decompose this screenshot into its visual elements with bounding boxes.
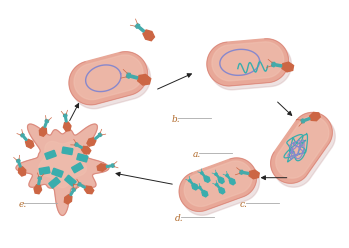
Polygon shape — [310, 113, 320, 121]
Polygon shape — [188, 179, 191, 182]
Polygon shape — [274, 117, 335, 187]
Polygon shape — [218, 177, 224, 184]
Polygon shape — [64, 114, 67, 117]
Text: b.: b. — [172, 115, 181, 124]
Polygon shape — [106, 165, 112, 167]
Polygon shape — [135, 24, 140, 29]
Polygon shape — [210, 43, 291, 90]
Polygon shape — [202, 173, 205, 177]
Polygon shape — [38, 179, 40, 185]
Polygon shape — [16, 159, 20, 162]
Polygon shape — [52, 168, 63, 177]
Polygon shape — [276, 116, 329, 178]
Polygon shape — [87, 138, 96, 146]
Polygon shape — [25, 139, 34, 148]
Polygon shape — [190, 181, 193, 185]
Polygon shape — [65, 175, 76, 186]
Polygon shape — [204, 176, 210, 182]
Polygon shape — [39, 167, 50, 175]
Polygon shape — [282, 62, 294, 72]
Polygon shape — [77, 154, 88, 162]
Polygon shape — [301, 119, 304, 123]
Polygon shape — [138, 26, 144, 32]
Polygon shape — [184, 161, 252, 206]
Polygon shape — [207, 39, 289, 86]
Polygon shape — [138, 74, 151, 85]
Polygon shape — [72, 188, 76, 191]
Polygon shape — [242, 171, 249, 174]
Text: a.: a. — [193, 150, 201, 159]
Polygon shape — [44, 122, 47, 127]
Polygon shape — [179, 158, 257, 211]
Polygon shape — [198, 186, 201, 189]
Polygon shape — [69, 52, 148, 105]
Polygon shape — [16, 124, 109, 216]
Polygon shape — [75, 143, 78, 146]
Polygon shape — [70, 190, 74, 196]
Polygon shape — [192, 184, 198, 190]
Polygon shape — [227, 176, 230, 179]
Polygon shape — [34, 185, 42, 194]
Polygon shape — [216, 185, 220, 188]
Polygon shape — [98, 133, 102, 137]
Polygon shape — [38, 141, 87, 188]
Polygon shape — [49, 177, 60, 188]
Polygon shape — [62, 147, 73, 155]
Polygon shape — [212, 42, 284, 81]
Polygon shape — [272, 62, 275, 67]
Text: e.: e. — [18, 200, 27, 209]
Polygon shape — [65, 116, 67, 122]
Polygon shape — [82, 146, 91, 154]
Polygon shape — [18, 161, 21, 167]
Polygon shape — [21, 133, 24, 137]
Polygon shape — [202, 190, 208, 197]
Polygon shape — [74, 55, 143, 100]
Polygon shape — [18, 167, 26, 176]
Polygon shape — [45, 150, 56, 159]
Polygon shape — [126, 73, 131, 78]
Polygon shape — [182, 162, 259, 215]
Polygon shape — [64, 195, 72, 204]
Polygon shape — [80, 184, 85, 188]
Polygon shape — [215, 183, 218, 186]
Polygon shape — [95, 135, 100, 140]
Polygon shape — [22, 135, 27, 141]
Polygon shape — [226, 174, 228, 177]
Polygon shape — [200, 172, 203, 174]
Polygon shape — [303, 118, 310, 122]
Text: d.: d. — [175, 215, 184, 223]
Polygon shape — [215, 173, 217, 175]
Polygon shape — [219, 187, 225, 194]
Polygon shape — [72, 163, 83, 173]
Polygon shape — [97, 164, 106, 171]
Polygon shape — [129, 75, 138, 79]
Polygon shape — [274, 64, 282, 67]
Text: c.: c. — [240, 200, 247, 209]
Polygon shape — [216, 174, 220, 178]
Polygon shape — [229, 178, 235, 185]
Polygon shape — [39, 127, 47, 136]
Polygon shape — [77, 144, 82, 149]
Polygon shape — [77, 183, 81, 186]
Polygon shape — [84, 186, 94, 194]
Polygon shape — [143, 30, 155, 41]
Polygon shape — [271, 113, 332, 183]
Polygon shape — [38, 177, 41, 179]
Polygon shape — [249, 170, 259, 179]
Polygon shape — [45, 119, 49, 123]
Polygon shape — [64, 122, 71, 131]
Polygon shape — [112, 164, 114, 167]
Polygon shape — [240, 170, 243, 174]
Polygon shape — [200, 187, 203, 191]
Polygon shape — [72, 56, 150, 109]
